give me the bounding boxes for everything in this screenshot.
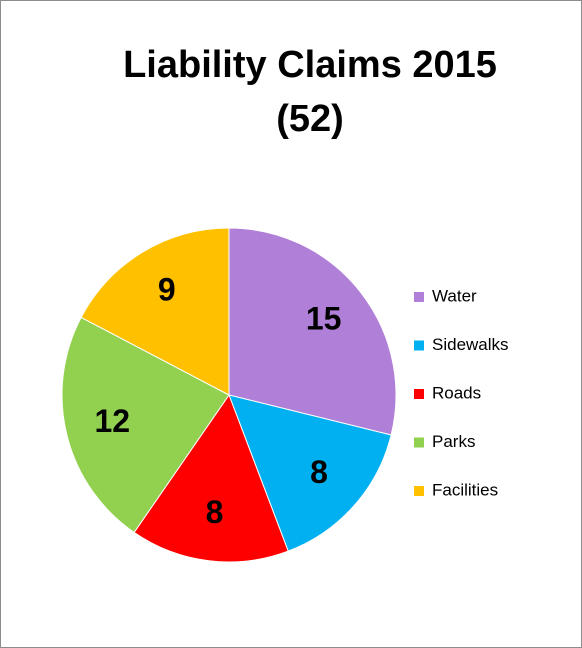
legend-swatch	[414, 340, 424, 351]
legend-swatch	[414, 486, 424, 496]
chart-title: Liability Claims 2015 (52)	[123, 44, 497, 140]
legend-label: Sidewalks	[432, 335, 509, 354]
pie-slice	[80, 227, 230, 396]
legend-swatch	[414, 437, 424, 448]
pie-slice	[228, 394, 392, 552]
pie-slice	[61, 316, 230, 534]
data-label: 9	[158, 272, 176, 308]
data-label: 8	[310, 454, 328, 490]
legend-label: Facilities	[432, 480, 498, 499]
legend-swatch	[414, 292, 424, 302]
pie-slice	[228, 227, 397, 436]
legend-swatch	[414, 389, 424, 399]
legend-label: Roads	[432, 383, 481, 402]
data-label: 15	[306, 300, 342, 336]
pie-slice	[133, 393, 289, 563]
data-label: 12	[94, 403, 130, 439]
legend-label: Parks	[432, 432, 475, 451]
data-label: 8	[206, 494, 224, 530]
legend-label: Water	[432, 286, 477, 305]
